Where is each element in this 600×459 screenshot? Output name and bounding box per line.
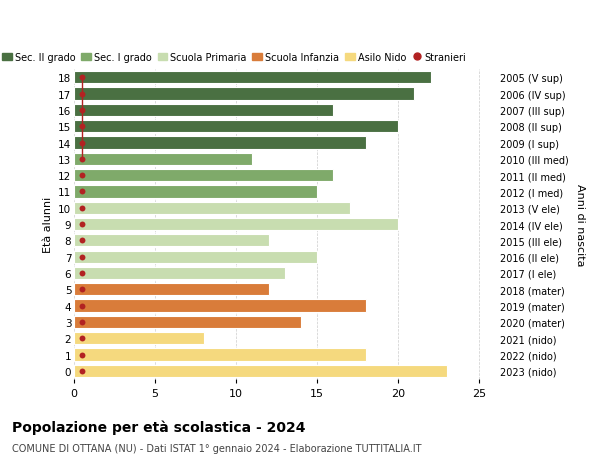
Bar (74, 105, 334, 117)
Bar (74, 332, 204, 345)
Bar (74, 349, 366, 361)
Point (77, 351, 87, 358)
Bar (74, 72, 431, 84)
Bar (74, 170, 334, 182)
Point (77, 205, 87, 212)
Bar (74, 218, 398, 231)
Bar (74, 251, 317, 263)
Bar (74, 235, 269, 247)
Y-axis label: Età alunni: Età alunni (43, 196, 53, 252)
Point (77, 172, 87, 179)
Point (77, 367, 87, 375)
Point (77, 237, 87, 245)
Point (77, 156, 87, 163)
Point (77, 91, 87, 98)
Point (77, 270, 87, 277)
Bar (74, 121, 398, 133)
Point (77, 335, 87, 342)
Point (77, 319, 87, 326)
Bar (74, 365, 447, 377)
Bar (74, 186, 317, 198)
Point (77, 302, 87, 310)
Bar (74, 202, 350, 214)
Text: COMUNE DI OTTANA (NU) - Dati ISTAT 1° gennaio 2024 - Elaborazione TUTTITALIA.IT: COMUNE DI OTTANA (NU) - Dati ISTAT 1° ge… (12, 443, 421, 453)
Point (77, 253, 87, 261)
Bar (74, 300, 366, 312)
Legend: Sec. II grado, Sec. I grado, Scuola Primaria, Scuola Infanzia, Asilo Nido, Stran: Sec. II grado, Sec. I grado, Scuola Prim… (0, 49, 470, 66)
Point (77, 123, 87, 131)
Bar (74, 316, 301, 328)
Point (77, 140, 87, 147)
Bar (74, 137, 366, 149)
Point (77, 188, 87, 196)
Bar (74, 284, 269, 296)
Point (77, 107, 87, 114)
Text: Popolazione per età scolastica - 2024: Popolazione per età scolastica - 2024 (12, 420, 305, 435)
Point (77, 286, 87, 293)
Y-axis label: Anni di nascita: Anni di nascita (575, 184, 585, 266)
Bar (74, 153, 253, 166)
Bar (74, 88, 415, 101)
Bar (74, 267, 285, 280)
Point (77, 74, 87, 82)
Point (77, 221, 87, 228)
